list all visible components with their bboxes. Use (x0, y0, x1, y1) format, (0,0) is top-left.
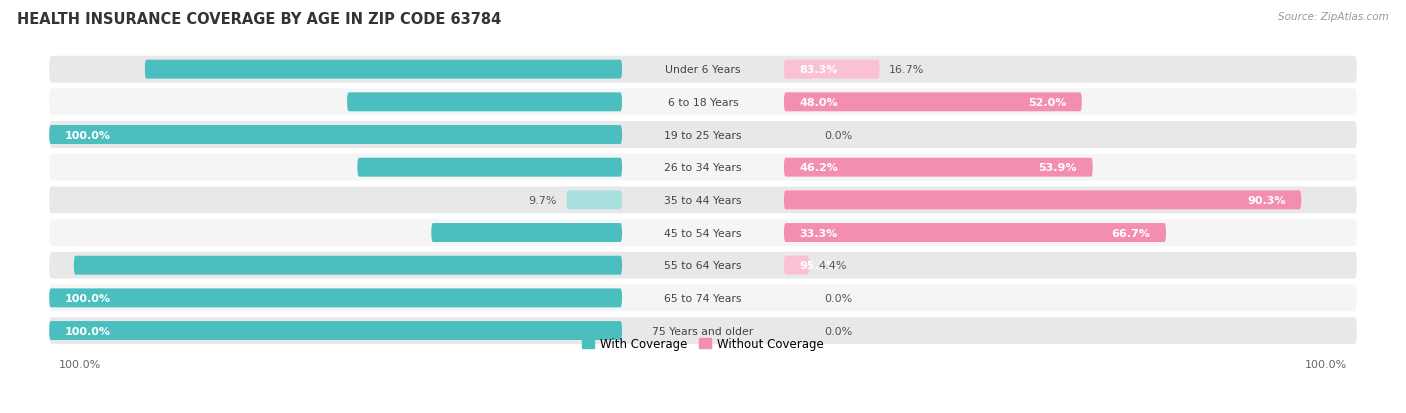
Text: 48.0%: 48.0% (800, 97, 838, 107)
Text: 53.9%: 53.9% (1039, 163, 1077, 173)
Text: 100.0%: 100.0% (65, 293, 111, 303)
FancyBboxPatch shape (785, 158, 1092, 177)
Text: 95.7%: 95.7% (800, 261, 838, 271)
FancyBboxPatch shape (49, 187, 1357, 214)
FancyBboxPatch shape (49, 285, 1357, 311)
FancyBboxPatch shape (49, 252, 1357, 279)
Text: 52.0%: 52.0% (1028, 97, 1066, 107)
FancyBboxPatch shape (347, 93, 621, 112)
Legend: With Coverage, Without Coverage: With Coverage, Without Coverage (578, 333, 828, 355)
Text: 75 Years and older: 75 Years and older (652, 326, 754, 336)
Text: 6 to 18 Years: 6 to 18 Years (668, 97, 738, 107)
FancyBboxPatch shape (785, 256, 808, 275)
FancyBboxPatch shape (145, 61, 621, 79)
Text: 66.7%: 66.7% (1112, 228, 1150, 238)
FancyBboxPatch shape (49, 220, 1357, 246)
FancyBboxPatch shape (785, 61, 880, 79)
FancyBboxPatch shape (49, 289, 621, 308)
Text: 4.4%: 4.4% (818, 261, 846, 271)
FancyBboxPatch shape (785, 223, 1166, 242)
Text: Under 6 Years: Under 6 Years (665, 65, 741, 75)
Text: 55 to 64 Years: 55 to 64 Years (664, 261, 742, 271)
Text: HEALTH INSURANCE COVERAGE BY AGE IN ZIP CODE 63784: HEALTH INSURANCE COVERAGE BY AGE IN ZIP … (17, 12, 501, 27)
Text: 45 to 54 Years: 45 to 54 Years (664, 228, 742, 238)
Text: 0.0%: 0.0% (824, 326, 852, 336)
FancyBboxPatch shape (75, 256, 621, 275)
FancyBboxPatch shape (357, 158, 621, 177)
Text: 65 to 74 Years: 65 to 74 Years (664, 293, 742, 303)
FancyBboxPatch shape (49, 154, 1357, 181)
FancyBboxPatch shape (49, 317, 1357, 344)
FancyBboxPatch shape (785, 93, 1081, 112)
FancyBboxPatch shape (785, 191, 1301, 210)
Text: 83.3%: 83.3% (800, 65, 838, 75)
Text: Source: ZipAtlas.com: Source: ZipAtlas.com (1278, 12, 1389, 22)
Text: 100.0%: 100.0% (65, 130, 111, 140)
Text: 0.0%: 0.0% (824, 293, 852, 303)
FancyBboxPatch shape (49, 321, 621, 340)
Text: 9.7%: 9.7% (529, 195, 557, 205)
Text: 100.0%: 100.0% (65, 326, 111, 336)
Text: 26 to 34 Years: 26 to 34 Years (664, 163, 742, 173)
FancyBboxPatch shape (567, 191, 621, 210)
FancyBboxPatch shape (49, 57, 1357, 83)
FancyBboxPatch shape (432, 223, 621, 242)
FancyBboxPatch shape (49, 122, 1357, 149)
FancyBboxPatch shape (49, 89, 1357, 116)
Text: 35 to 44 Years: 35 to 44 Years (664, 195, 742, 205)
Text: 19 to 25 Years: 19 to 25 Years (664, 130, 742, 140)
Text: 90.3%: 90.3% (1247, 195, 1285, 205)
Text: 46.2%: 46.2% (800, 163, 838, 173)
Text: 0.0%: 0.0% (824, 130, 852, 140)
Text: 33.3%: 33.3% (800, 228, 838, 238)
Text: 16.7%: 16.7% (889, 65, 924, 75)
FancyBboxPatch shape (49, 126, 621, 145)
